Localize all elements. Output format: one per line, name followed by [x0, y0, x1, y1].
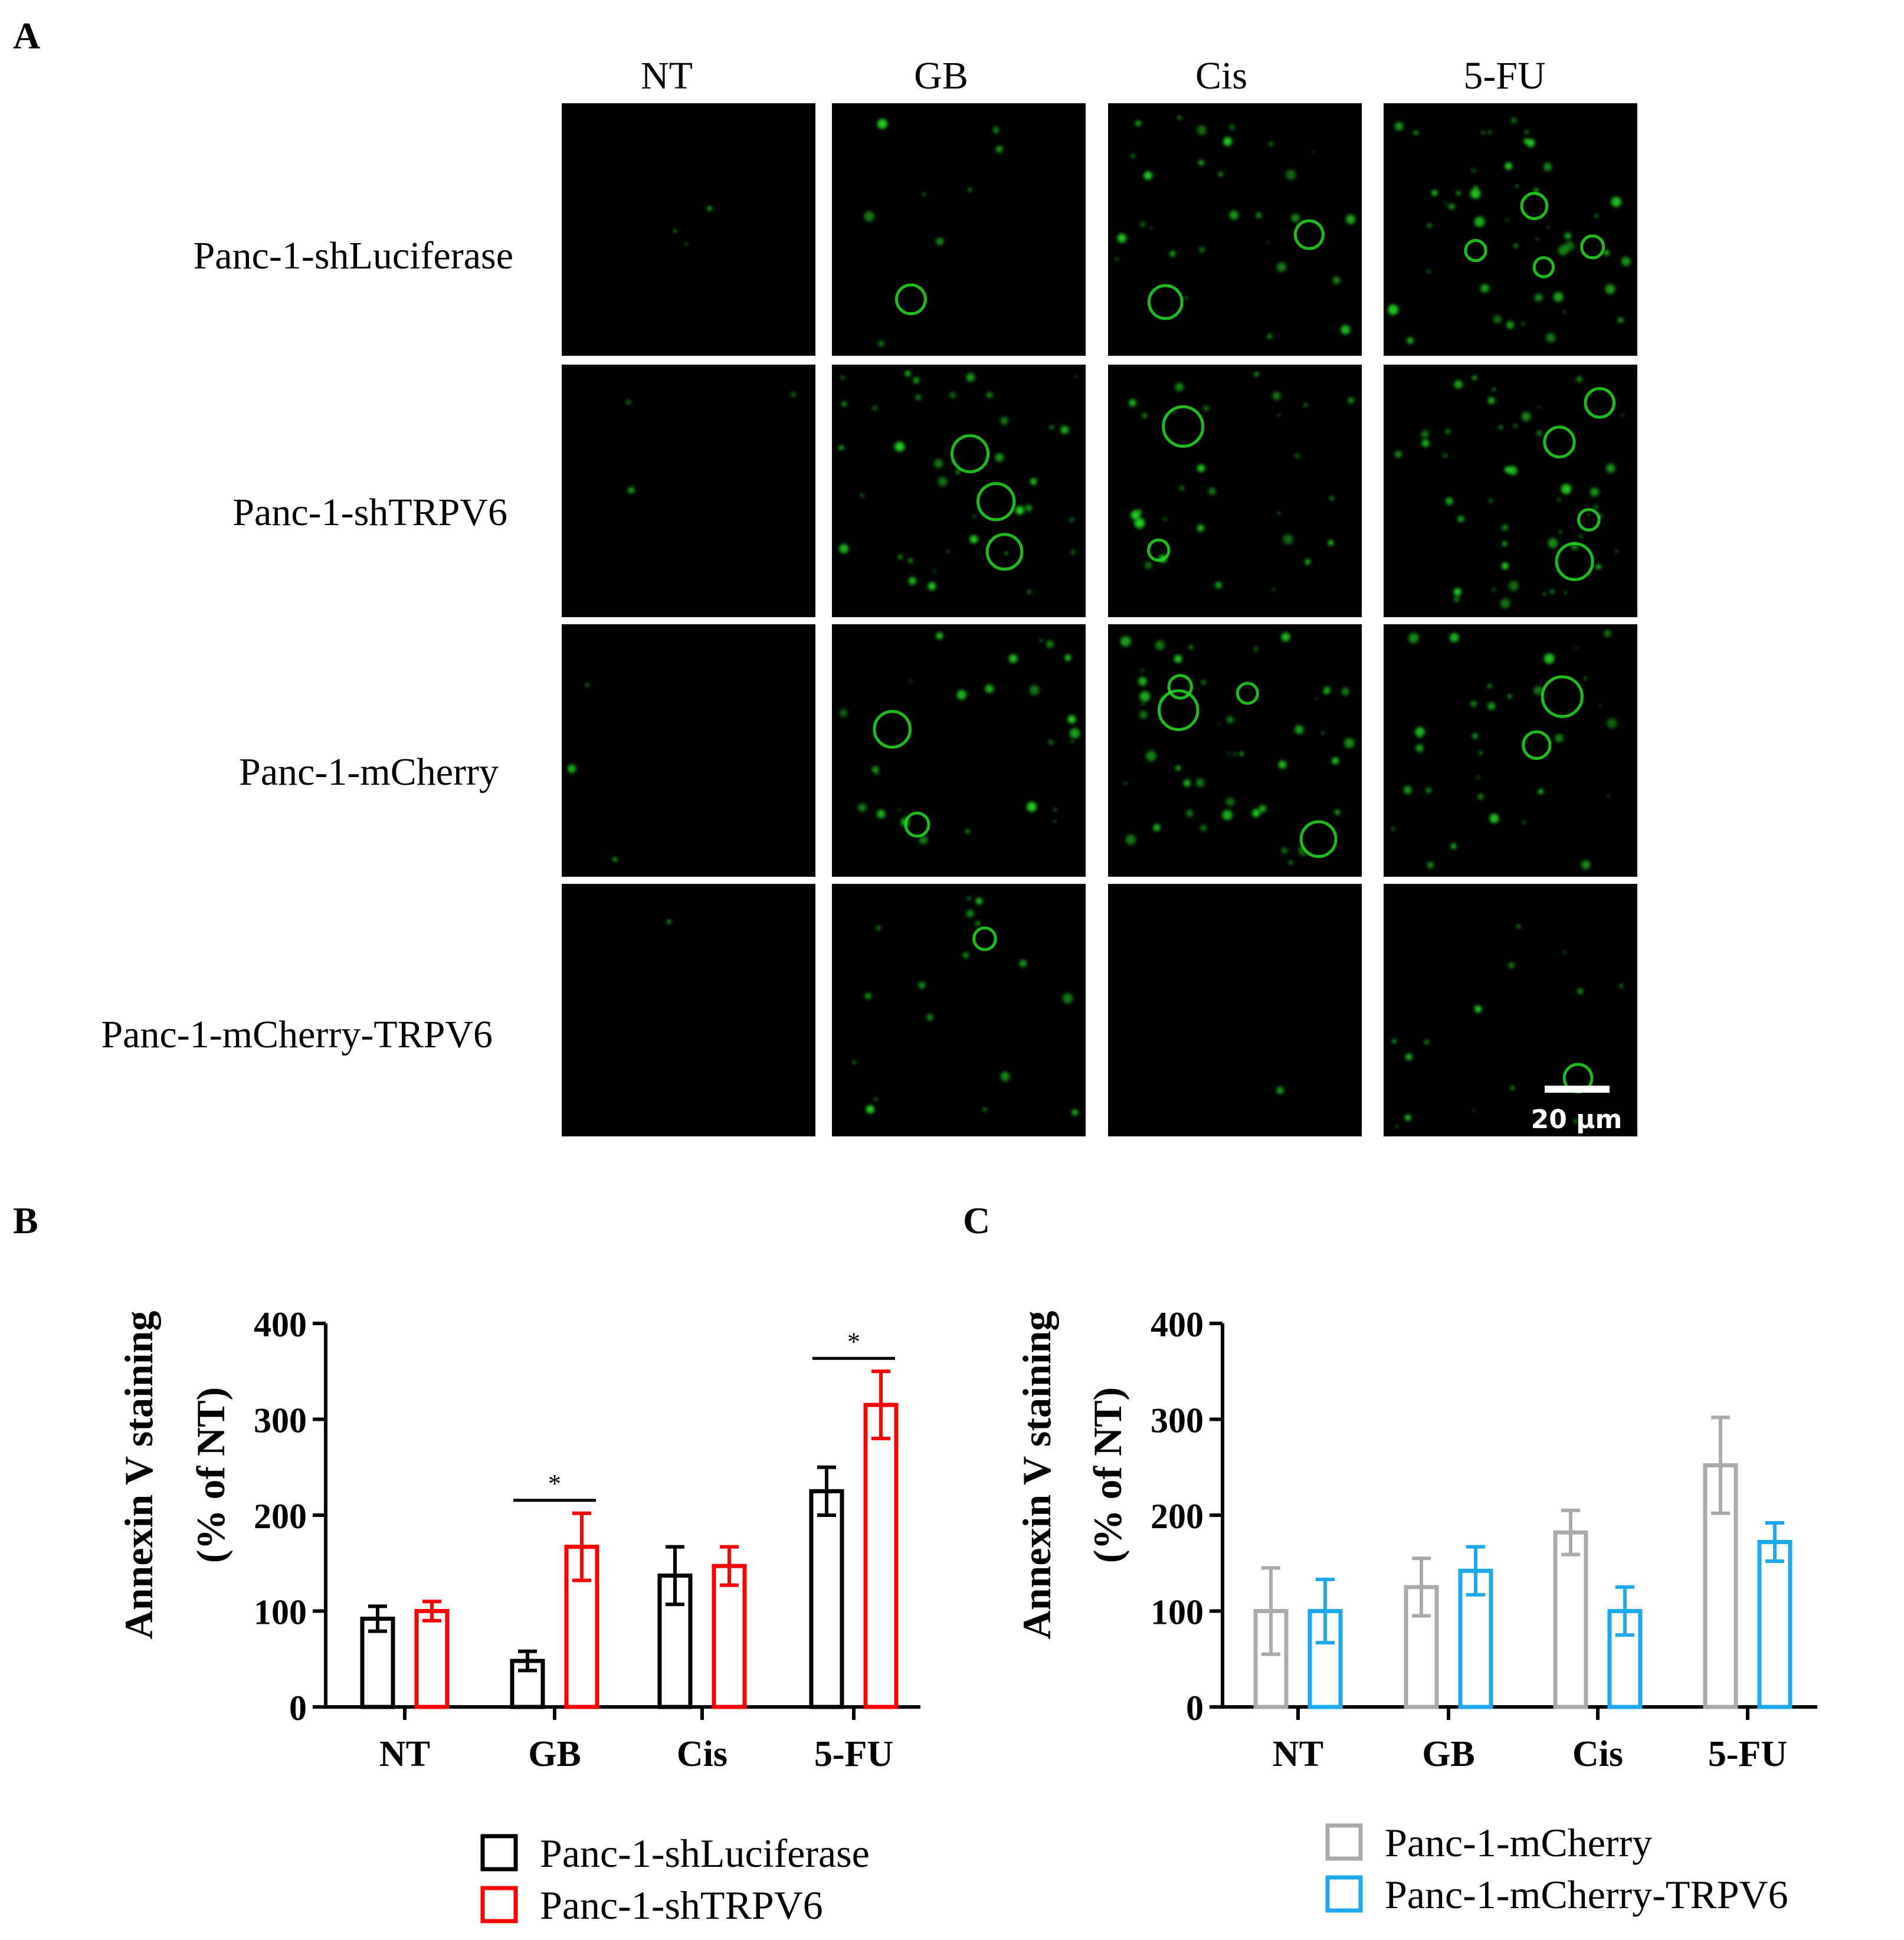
micrograph-tile	[832, 884, 1086, 1136]
micrograph-tile	[832, 103, 1086, 356]
row-label: Panc-1-mCherry-TRPV6	[101, 1013, 493, 1056]
y-axis-label-line2: (% of NT)	[188, 1387, 233, 1563]
bar	[809, 1489, 844, 1709]
panel-label-a: A	[13, 15, 40, 57]
y-axis-label: (% of NT)	[188, 1387, 233, 1563]
chart-b: Annexin V staining (% of NT) 0 100 200 300 4…	[116, 1305, 920, 1928]
y-tick-label: 0	[289, 1689, 307, 1728]
y-tick-label: 300	[254, 1401, 307, 1440]
legend-swatch	[480, 1886, 518, 1923]
scale-bar-label: 20 µm	[1531, 1105, 1623, 1135]
column-header: GB	[914, 54, 968, 97]
y-axis-label: Annexin V staining	[116, 1311, 161, 1640]
micrograph-tile	[1108, 624, 1362, 877]
bar	[1757, 1540, 1792, 1709]
column-header: Cis	[1195, 54, 1247, 97]
legend-swatch	[480, 1834, 518, 1872]
x-tick-label: NT	[1273, 1734, 1323, 1774]
y-tick-label: 0	[1186, 1689, 1204, 1728]
bar	[1553, 1530, 1588, 1709]
micrograph-tile	[562, 103, 815, 356]
y-axis-label-line1: Annexin V staining	[1014, 1311, 1059, 1640]
x-tick-label: 5-FU	[1708, 1734, 1787, 1774]
micrograph-tile	[1108, 884, 1362, 1136]
column-header: NT	[641, 54, 693, 97]
legend-swatch	[1325, 1823, 1363, 1861]
row-label: Panc-1-mCherry	[239, 751, 499, 794]
x-tick-label: GB	[528, 1734, 581, 1774]
micrograph-tile	[1384, 884, 1637, 1136]
micrograph-tile	[1108, 103, 1362, 356]
micrograph-tile	[1384, 365, 1637, 617]
x-tick-label: Cis	[1572, 1734, 1623, 1774]
row-label: Panc-1-shTRPV6	[232, 491, 507, 534]
micrograph-tile	[832, 624, 1086, 877]
legend-label: Panc-1-shTRPV6	[540, 1883, 823, 1928]
x-tick-label: Cis	[677, 1734, 727, 1774]
y-axis-label: (% of NT)	[1085, 1387, 1130, 1563]
row-label: Panc-1-shLuciferase	[194, 234, 513, 277]
micrograph-tile	[1108, 365, 1362, 617]
scale-bar	[1545, 1086, 1610, 1093]
y-tick-label: 100	[254, 1593, 307, 1632]
legend-swatch	[1325, 1875, 1363, 1913]
y-axis-label-line1: Annexin V staining	[116, 1311, 161, 1640]
micrograph-tile	[1384, 624, 1637, 877]
y-axis-label: Annexin V staining	[1014, 1311, 1059, 1640]
y-tick-label: 400	[254, 1305, 307, 1344]
bar	[414, 1609, 450, 1709]
panel-label-c: C	[963, 1200, 990, 1241]
micrograph-grid: NT GB Cis 5-FU Panc-1-shLuciferase Panc-…	[101, 54, 1637, 1136]
micrograph-tile	[832, 365, 1086, 617]
micrograph-tile	[1384, 103, 1637, 356]
y-tick-label: 200	[1151, 1497, 1204, 1536]
significance-label: *	[548, 1469, 561, 1498]
column-header: 5-FU	[1463, 54, 1545, 97]
y-tick-label: 100	[1151, 1593, 1204, 1632]
y-tick-label: 400	[1151, 1305, 1204, 1344]
legend-label: Panc-1-mCherry-TRPV6	[1385, 1872, 1788, 1917]
x-tick-label: GB	[1422, 1734, 1475, 1774]
chart-c: Annexin V staining (% of NT) 0 100 200 300 4…	[1014, 1305, 1817, 1917]
micrograph-tile	[562, 365, 815, 617]
bar	[863, 1402, 899, 1709]
panel-label-b: B	[13, 1200, 38, 1241]
bar	[712, 1564, 747, 1709]
micrograph-tile	[562, 884, 815, 1136]
legend-label: Panc-1-shLuciferase	[540, 1831, 870, 1876]
significance-label: *	[847, 1327, 860, 1356]
y-axis-label-line2: (% of NT)	[1085, 1387, 1130, 1563]
x-tick-label: 5-FU	[814, 1734, 893, 1774]
y-tick-label: 300	[1151, 1401, 1204, 1440]
legend-label: Panc-1-mCherry	[1385, 1820, 1652, 1865]
y-tick-label: 200	[254, 1497, 307, 1536]
micrograph-tile	[562, 624, 815, 877]
x-tick-label: NT	[379, 1734, 430, 1774]
